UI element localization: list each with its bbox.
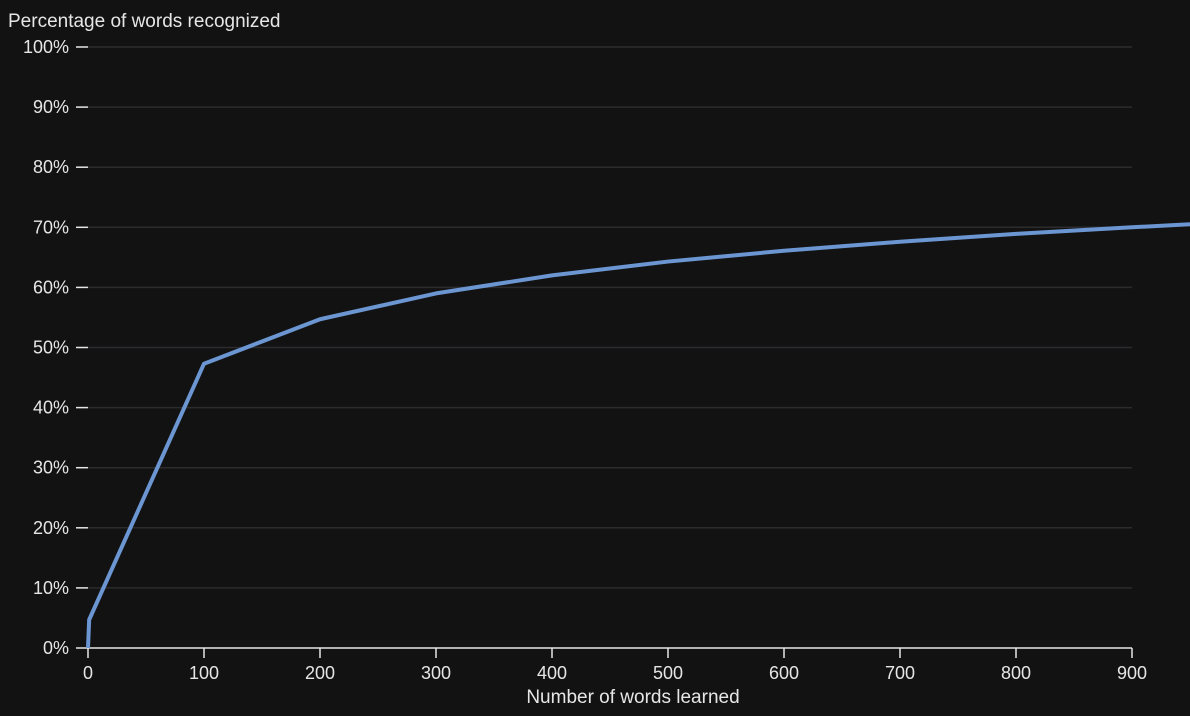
x-tick-label-7: 700 xyxy=(885,663,915,683)
y-tick-label-1: 10% xyxy=(33,578,69,598)
x-tick-label-1: 100 xyxy=(189,663,219,683)
x-tick-label-6: 600 xyxy=(769,663,799,683)
y-tick-label-0: 0% xyxy=(43,638,69,658)
x-tick-label-0: 0 xyxy=(83,663,93,683)
series-lines xyxy=(86,222,1190,649)
y-tick-label-8: 80% xyxy=(33,157,69,177)
x-tick-label-5: 500 xyxy=(653,663,683,683)
y-tick-label-5: 50% xyxy=(33,338,69,358)
y-tick-label-7: 70% xyxy=(33,217,69,237)
y-tick-label-10: 100% xyxy=(23,37,69,57)
x-tick-label-8: 800 xyxy=(1001,663,1031,683)
x-tick-label-9: 900 xyxy=(1117,663,1147,683)
x-tick-label-2: 200 xyxy=(305,663,335,683)
y-tick-label-9: 90% xyxy=(33,97,69,117)
y-tick-label-3: 30% xyxy=(33,458,69,478)
y-axis: 0% 10% 20% 30% 40% 50% 60% 70% 80% 90% 100% xyxy=(23,37,88,658)
y-tick-label-6: 60% xyxy=(33,277,69,297)
x-axis-title: Number of words learned xyxy=(526,687,739,708)
gridlines xyxy=(88,46,1132,589)
y-axis-title: Percentage of words recognized xyxy=(8,11,281,32)
y-tick-label-2: 20% xyxy=(33,518,69,538)
x-tick-label-4: 400 xyxy=(537,663,567,683)
series-line-0 xyxy=(86,222,1190,649)
x-axis: 0 100 200 300 400 500 600 700 800 900 xyxy=(83,647,1147,683)
x-tick-label-3: 300 xyxy=(421,663,451,683)
y-tick-label-4: 40% xyxy=(33,398,69,418)
